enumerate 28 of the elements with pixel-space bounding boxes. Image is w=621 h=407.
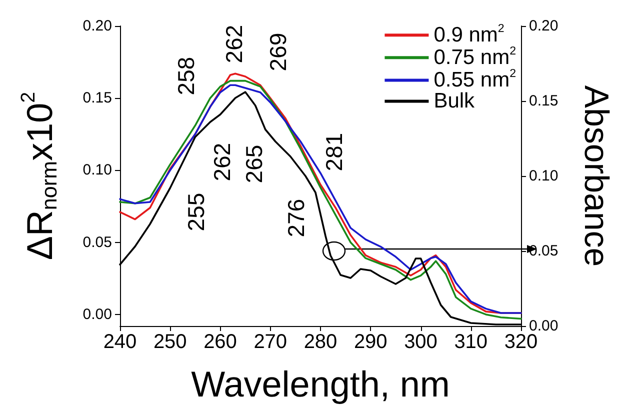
y2-tick-label: 0.10 xyxy=(529,168,558,184)
y-tick-label: 0.10 xyxy=(82,162,112,179)
x-tick-label: 300 xyxy=(404,331,438,353)
y-tick-label: 0.00 xyxy=(82,306,112,323)
y2-tick-label: 0.20 xyxy=(529,18,558,34)
annotation: 262 xyxy=(221,24,247,64)
y2-axis-title: Absorbance xyxy=(577,85,615,267)
x-axis-title: Wavelength, nm xyxy=(191,364,450,404)
x-tick-label: 270 xyxy=(254,331,288,353)
y-axis-title: ΔRnormx102 xyxy=(18,92,62,260)
annotation: 281 xyxy=(321,132,347,172)
x-tick-label: 250 xyxy=(153,331,187,353)
y-tick-label: 0.20 xyxy=(82,18,112,34)
annotation: 255 xyxy=(183,192,209,232)
x-tick-label: 290 xyxy=(354,331,388,353)
annotation: 262 xyxy=(209,142,235,182)
annotation: 258 xyxy=(173,56,199,96)
y-tick-label: 0.05 xyxy=(82,234,112,251)
x-tick-label: 310 xyxy=(454,331,488,353)
x-tick-label: 280 xyxy=(304,331,338,353)
annotation: 269 xyxy=(265,32,291,72)
y2-tick-label: 0.15 xyxy=(529,92,558,110)
x-tick-label: 260 xyxy=(204,331,237,353)
y-tick-label: 0.15 xyxy=(82,90,112,107)
x-tick-label: 240 xyxy=(103,331,137,353)
annotation: 265 xyxy=(241,144,267,184)
annotation: 276 xyxy=(283,198,309,238)
legend-label: Bulk xyxy=(434,90,476,113)
